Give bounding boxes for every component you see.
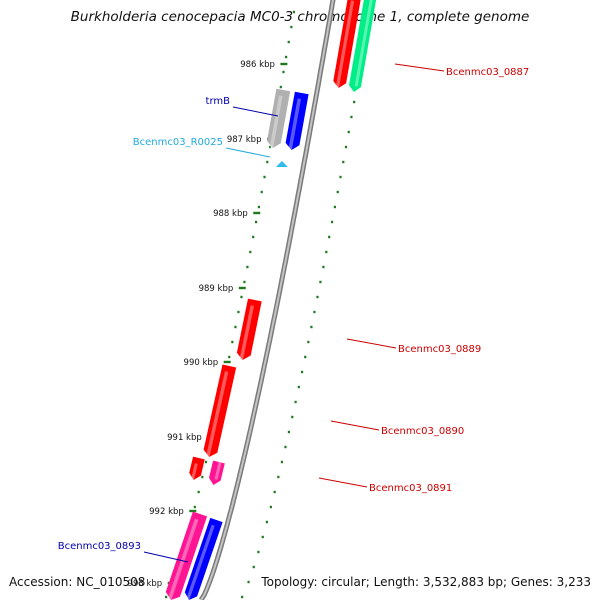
gene-shade xyxy=(239,305,255,361)
label-bcenmc03-0889-leader xyxy=(346,338,397,349)
label-bcenmc03-0890: Bcenmc03_0890 xyxy=(381,426,464,437)
kbp-tick-label: 992 kbp xyxy=(149,507,184,517)
gene-shade xyxy=(186,524,215,600)
gene-0890 xyxy=(203,364,237,458)
gene-red-top xyxy=(333,0,361,89)
gene-body xyxy=(184,517,223,600)
gene-shade xyxy=(214,461,222,480)
kbp-tick-label: 993 kbp xyxy=(128,579,163,589)
label-trmb-leader xyxy=(232,106,279,117)
gene-shade xyxy=(288,98,302,151)
label-bcenmc03-0891-leader xyxy=(318,477,368,488)
kbp-tick-label: 991 kbp xyxy=(167,433,202,443)
gene-body xyxy=(333,0,361,88)
gene-shade xyxy=(354,0,373,87)
label-bcenmc03-0893-leader xyxy=(143,551,189,563)
label-bcenmc03-0887: Bcenmc03_0887 xyxy=(446,67,529,78)
gene-green-top xyxy=(349,0,377,92)
label-trmb: trmB xyxy=(206,96,231,107)
label-bcenmc03-0890-leader xyxy=(330,420,380,431)
gene-body xyxy=(209,460,225,485)
label-bcenmc03-r0025: Bcenmc03_R0025 xyxy=(133,137,223,148)
kbp-tick-label: 989 kbp xyxy=(199,284,234,294)
gene-shade xyxy=(167,518,199,600)
label-bcenmc03-0887-leader xyxy=(394,63,445,72)
kbp-tick-label: 987 kbp xyxy=(227,135,262,145)
gene-red-small xyxy=(189,456,205,481)
label-bcenmc03-0889: Bcenmc03_0889 xyxy=(398,344,481,355)
label-bcenmc03-r0025-leader xyxy=(225,147,271,158)
gene-blue-bottom xyxy=(184,517,223,600)
gene-shade xyxy=(269,95,283,149)
gene-trmb xyxy=(267,88,291,149)
gene-body xyxy=(203,364,237,457)
gene-body xyxy=(349,0,377,92)
topology-text: Topology: circular; Length: 3,532,883 bp… xyxy=(261,575,591,589)
gene-body xyxy=(189,456,205,480)
map-title: Burkholderia cenocepacia MC0-3 chromosom… xyxy=(70,9,530,25)
gene-body xyxy=(267,88,291,148)
backbone-highlight xyxy=(200,0,335,600)
gene-shade xyxy=(206,371,229,458)
backbone-outline xyxy=(198,0,336,600)
gene-shade xyxy=(335,0,355,89)
gene-0889 xyxy=(236,298,262,361)
gene-blue-top xyxy=(285,91,309,151)
gene-body xyxy=(285,91,309,150)
gene-shade xyxy=(190,463,198,481)
label-bcenmc03-0891: Bcenmc03_0891 xyxy=(369,483,452,494)
gene-rna xyxy=(275,161,288,167)
kbp-tick-label: 990 kbp xyxy=(184,358,219,368)
gene-body xyxy=(165,511,208,600)
label-bcenmc03-0893: Bcenmc03_0893 xyxy=(58,541,141,552)
kbp-tick-label: 986 kbp xyxy=(240,60,275,70)
kbp-tick-label: 988 kbp xyxy=(213,209,248,219)
gene-0891 xyxy=(209,460,225,485)
accession-text: Accession: NC_010508 xyxy=(9,575,146,589)
gene-body xyxy=(236,298,262,360)
gene-0893 xyxy=(165,511,208,600)
